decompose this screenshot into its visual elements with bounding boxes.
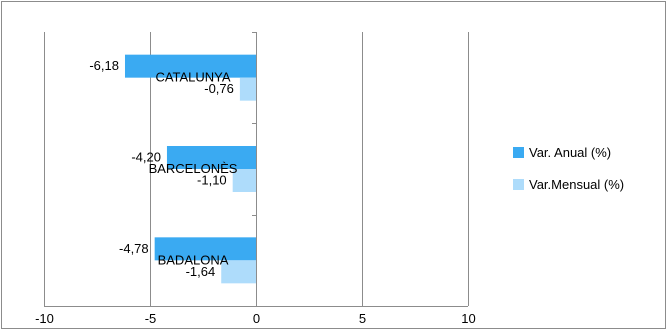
data-label: -4,78 bbox=[119, 241, 149, 256]
bar-mensual bbox=[221, 260, 256, 284]
x-tick-label: 5 bbox=[359, 311, 366, 326]
x-tick-label: -10 bbox=[35, 311, 54, 326]
category-label: BADALONA bbox=[158, 252, 229, 267]
x-tick-label: 10 bbox=[461, 311, 475, 326]
category-label: BARCELONÈS bbox=[149, 161, 238, 176]
legend-swatch-mensual bbox=[513, 179, 524, 190]
axes: -10 -5 0 5 10 bbox=[35, 32, 476, 326]
legend-label: Var.Mensual (%) bbox=[529, 177, 624, 192]
legend-label: Var. Anual (%) bbox=[529, 145, 611, 160]
bar-mensual bbox=[239, 77, 256, 101]
data-label: -6,18 bbox=[89, 58, 119, 73]
legend: Var. Anual (%) Var.Mensual (%) bbox=[513, 145, 624, 192]
data-label: -1,10 bbox=[197, 173, 227, 188]
data-label: -1,64 bbox=[186, 264, 216, 279]
bar-anual bbox=[154, 237, 256, 261]
bar-anual bbox=[124, 54, 256, 78]
data-label: -0,76 bbox=[204, 81, 234, 96]
x-tick-label: -5 bbox=[145, 311, 157, 326]
bars bbox=[124, 54, 256, 284]
category-label: CATALUNYA bbox=[155, 70, 230, 85]
legend-swatch-anual bbox=[513, 147, 524, 158]
x-tick-label: 0 bbox=[253, 311, 260, 326]
bar-anual bbox=[166, 146, 256, 169]
bar-mensual bbox=[232, 169, 256, 192]
data-label: -4,20 bbox=[131, 150, 161, 165]
